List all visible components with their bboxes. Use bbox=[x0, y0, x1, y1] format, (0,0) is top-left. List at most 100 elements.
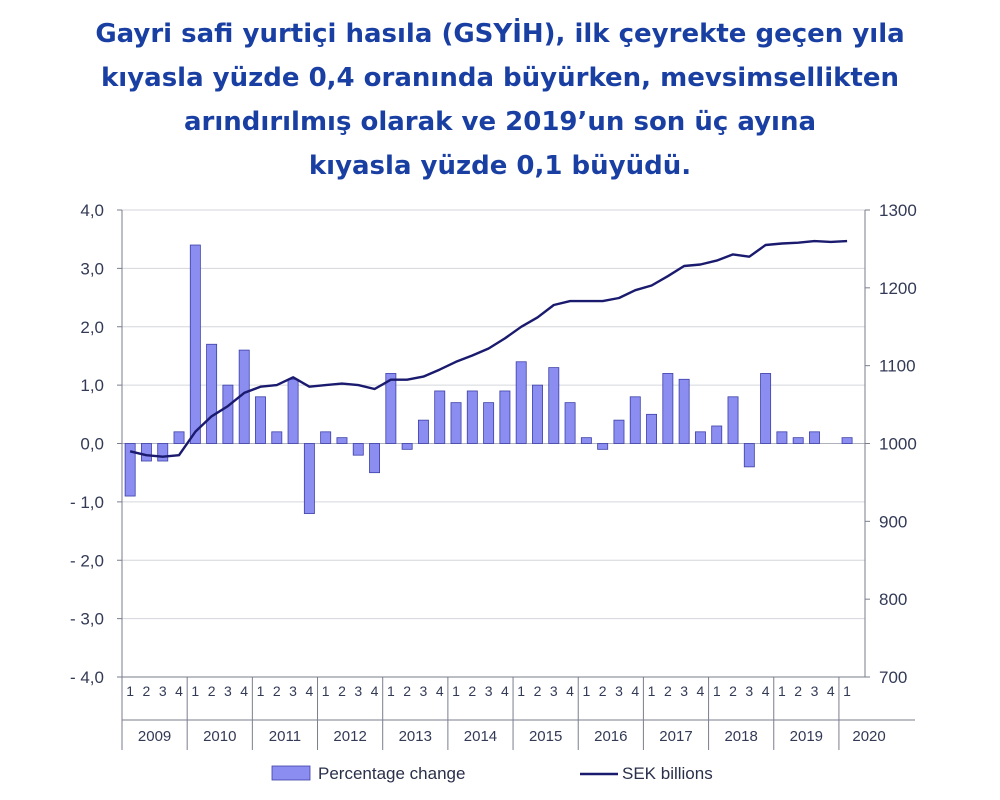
quarter-label: 2 bbox=[208, 683, 216, 699]
bar bbox=[580, 437, 592, 444]
year-label: 2018 bbox=[724, 728, 757, 745]
quarter-label: 3 bbox=[550, 683, 558, 699]
bar bbox=[401, 443, 413, 450]
bar bbox=[369, 443, 381, 474]
quarter-label: 4 bbox=[762, 683, 770, 699]
year-label: 2015 bbox=[529, 728, 562, 745]
bar bbox=[320, 431, 332, 444]
quarter-label: 1 bbox=[648, 683, 656, 699]
bar bbox=[189, 244, 201, 444]
bar bbox=[760, 373, 772, 444]
bar bbox=[646, 413, 658, 444]
quarter-label: 1 bbox=[191, 683, 199, 699]
bar bbox=[222, 384, 234, 444]
quarter-label: 1 bbox=[713, 683, 721, 699]
year-label: 2013 bbox=[399, 728, 432, 745]
legend: Percentage change SEK billions bbox=[271, 764, 713, 783]
quarter-label: 1 bbox=[257, 683, 265, 699]
bar bbox=[841, 437, 853, 444]
title-line: kıyasla yüzde 0,1 büyüdü. bbox=[308, 151, 692, 181]
title-line: kıyasla yüzde 0,4 oranında büyürken, mev… bbox=[101, 63, 899, 93]
bar bbox=[157, 443, 169, 462]
bar-series bbox=[124, 244, 853, 514]
quarter-label: 4 bbox=[697, 683, 705, 699]
right-tick-label: 1200 bbox=[879, 279, 917, 298]
left-tick-label: 0,0 bbox=[80, 435, 104, 454]
quarter-label: 2 bbox=[534, 683, 542, 699]
bar bbox=[206, 343, 218, 444]
quarter-label: 2 bbox=[664, 683, 672, 699]
quarter-label: 3 bbox=[159, 683, 167, 699]
left-tick-label: 3,0 bbox=[80, 259, 104, 278]
left-tick-label: - 4,0 bbox=[70, 668, 104, 687]
quarter-label: 4 bbox=[501, 683, 509, 699]
year-label: 2019 bbox=[790, 728, 823, 745]
bar bbox=[629, 396, 641, 444]
left-tick-label: 4,0 bbox=[80, 201, 104, 220]
sek-line bbox=[129, 239, 848, 458]
quarter-label: 4 bbox=[631, 683, 639, 699]
bar bbox=[303, 443, 315, 514]
bar bbox=[124, 443, 136, 497]
quarter-label: 4 bbox=[566, 683, 574, 699]
year-label: 2016 bbox=[594, 728, 627, 745]
left-tick-label: - 3,0 bbox=[70, 610, 104, 629]
quarter-label: 3 bbox=[485, 683, 493, 699]
quarter-label: 1 bbox=[843, 683, 851, 699]
title-line: Gayri safi yurtiçi hasıla (GSYİH), ilk ç… bbox=[95, 19, 905, 49]
bar bbox=[434, 390, 446, 444]
year-label: 2014 bbox=[464, 728, 497, 745]
quarter-label: 2 bbox=[794, 683, 802, 699]
quarter-label: 3 bbox=[811, 683, 819, 699]
quarter-label: 4 bbox=[305, 683, 313, 699]
bar bbox=[613, 419, 625, 444]
line-series bbox=[129, 239, 848, 458]
quarter-label: 2 bbox=[468, 683, 476, 699]
year-label: 2020 bbox=[852, 728, 885, 745]
bar bbox=[140, 443, 152, 462]
quarter-label: 4 bbox=[175, 683, 183, 699]
quarter-label: 2 bbox=[729, 683, 737, 699]
year-label: 2012 bbox=[333, 728, 366, 745]
quarter-label: 3 bbox=[615, 683, 623, 699]
quarter-label: 2 bbox=[403, 683, 411, 699]
bar bbox=[173, 431, 185, 444]
quarter-label: 4 bbox=[240, 683, 248, 699]
bar bbox=[336, 437, 348, 444]
quarter-label: 4 bbox=[827, 683, 835, 699]
bar bbox=[809, 431, 820, 444]
year-label: 2010 bbox=[203, 728, 236, 745]
bar bbox=[271, 431, 283, 444]
quarter-label: 3 bbox=[289, 683, 297, 699]
right-tick-label: 700 bbox=[879, 668, 907, 687]
right-tick-label: 1100 bbox=[879, 357, 916, 376]
bar bbox=[792, 437, 804, 444]
right-axis: 1300 1200 1100 1000 900 800 700 bbox=[865, 201, 917, 687]
bar bbox=[287, 378, 299, 444]
bar bbox=[662, 373, 674, 444]
quarter-label: 1 bbox=[322, 683, 330, 699]
bar bbox=[727, 396, 739, 444]
chart-title: Gayri safi yurtiçi hasıla (GSYİH), ilk ç… bbox=[0, 12, 1000, 188]
bar bbox=[499, 390, 511, 444]
legend-bar-swatch bbox=[271, 765, 311, 781]
bar bbox=[385, 373, 397, 444]
year-label: 2009 bbox=[138, 728, 171, 745]
bar bbox=[597, 443, 609, 450]
bar bbox=[466, 390, 478, 444]
left-tick-label: - 2,0 bbox=[70, 551, 104, 570]
left-tick-label: - 1,0 bbox=[70, 493, 104, 512]
quarter-label: 4 bbox=[371, 683, 379, 699]
quarter-label: 3 bbox=[354, 683, 362, 699]
bar bbox=[532, 384, 543, 444]
quarter-label: 4 bbox=[436, 683, 444, 699]
right-tick-label: 1300 bbox=[879, 201, 917, 220]
bar bbox=[352, 443, 364, 456]
quarter-label: 1 bbox=[126, 683, 134, 699]
quarter-label: 2 bbox=[599, 683, 607, 699]
quarter-label: 1 bbox=[387, 683, 395, 699]
right-tick-label: 900 bbox=[879, 512, 907, 531]
quarter-label: 1 bbox=[517, 683, 525, 699]
